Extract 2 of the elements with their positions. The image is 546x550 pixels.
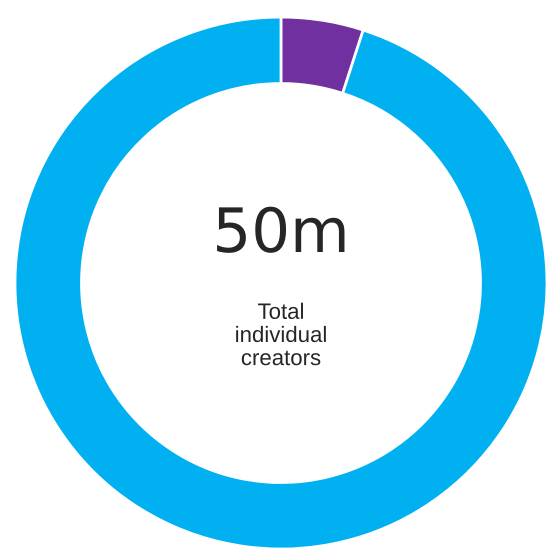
text: Total individual creators: [236, 302, 326, 366]
text: 50m: [217, 206, 344, 253]
